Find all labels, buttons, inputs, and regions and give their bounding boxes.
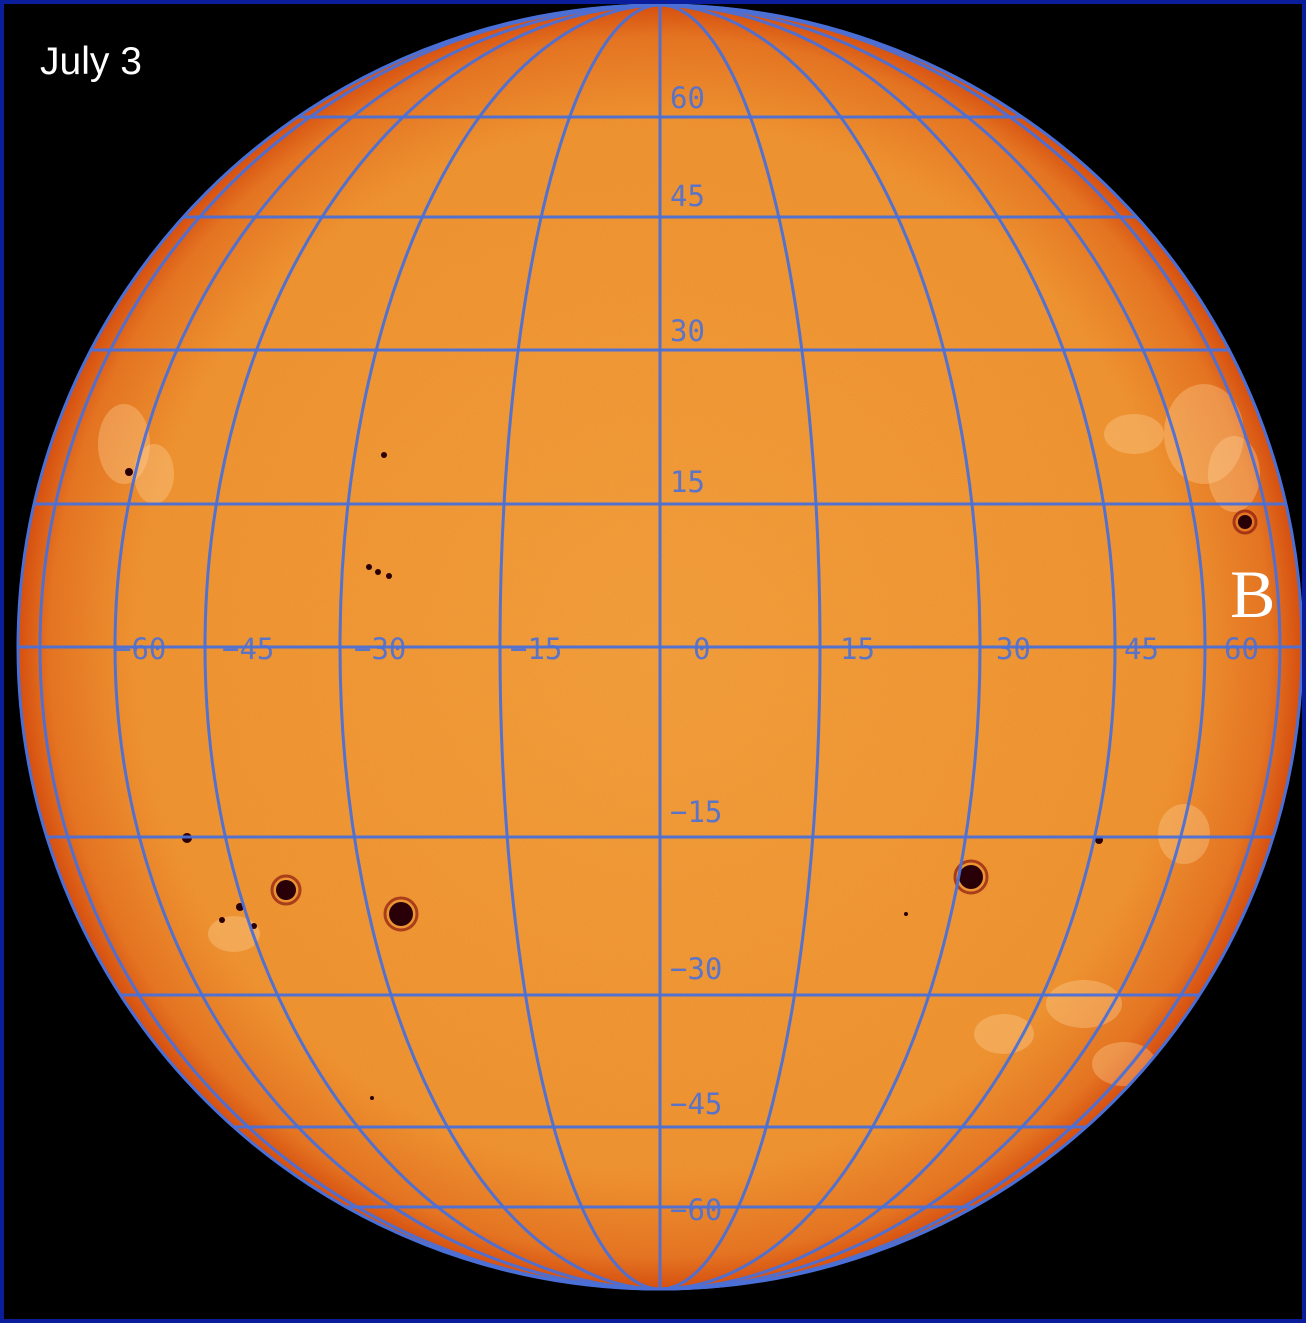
sunspot-4 — [1238, 515, 1252, 529]
latitude-labels: 60 45 30 15 −15 −30 −45 −60 — [670, 81, 722, 1227]
meridian-line-10 — [659, 4, 1207, 1291]
lon-label-15: 15 — [840, 632, 875, 666]
date-label: July 3 — [40, 40, 142, 83]
sunspot-16 — [370, 1096, 374, 1100]
meridian-line-2 — [113, 4, 661, 1291]
lon-label-0: 0 — [693, 632, 710, 666]
lon-label-30: 30 — [996, 632, 1031, 666]
facula-9 — [1158, 804, 1210, 864]
sunspot-13 — [219, 917, 225, 923]
sunspot-penumbra-2 — [383, 896, 419, 932]
lon-label-minus60: −60 — [114, 632, 166, 666]
lon-label-minus30: −30 — [354, 632, 406, 666]
sunspot-penumbra-3 — [953, 859, 989, 895]
sunspot-9 — [366, 564, 372, 570]
disk-limb-outline — [16, 4, 1302, 1291]
facula-8 — [974, 1014, 1034, 1054]
facula-5 — [1104, 414, 1164, 454]
lat-label-45: 45 — [670, 179, 705, 213]
longitude-labels: −60 −45 −30 −15 0 15 30 45 60 — [114, 632, 1259, 666]
lat-label-15: 15 — [670, 465, 705, 499]
solar-disk-image: −60 −45 −30 −15 0 15 30 45 60 60 45 30 1… — [16, 4, 1302, 1291]
sunspot-3 — [959, 865, 983, 889]
lon-label-45: 45 — [1124, 632, 1159, 666]
sunspot-1 — [276, 880, 296, 900]
sunspot-6 — [125, 468, 133, 476]
sunspot-11 — [386, 573, 392, 579]
sunspot-14 — [251, 923, 257, 929]
meridian-line-4 — [338, 4, 661, 1291]
marker-label-b: B — [1230, 556, 1276, 632]
meridian-line-7 — [659, 4, 822, 1291]
facula-3 — [1164, 384, 1244, 484]
lat-label-minus45: −45 — [670, 1087, 722, 1121]
meridian-line-1 — [38, 4, 661, 1291]
lat-label-60: 60 — [670, 81, 705, 115]
meridian-line-3 — [203, 4, 661, 1291]
facula-4 — [1208, 436, 1260, 512]
facula-6 — [1046, 980, 1122, 1028]
sunspot-15 — [904, 912, 908, 916]
sunspot-7 — [381, 452, 387, 458]
lat-label-minus15: −15 — [670, 795, 722, 829]
facula-2 — [134, 444, 174, 504]
sunspot-10 — [375, 569, 381, 575]
facula-10 — [208, 916, 260, 952]
meridian-line-11 — [659, 4, 1282, 1291]
meridian-line-9 — [659, 4, 1117, 1291]
sunspot-penumbra-4 — [1232, 509, 1258, 535]
sunspot-2 — [389, 902, 413, 926]
meridian-line-8 — [659, 4, 982, 1291]
heliographic-grid — [18, 4, 1302, 1291]
sunspot-penumbra-1 — [270, 874, 302, 906]
meridian-line-5 — [498, 4, 661, 1291]
faculae-group — [98, 384, 1260, 1086]
lat-label-minus60: −60 — [670, 1193, 722, 1227]
lon-label-60: 60 — [1224, 632, 1259, 666]
lat-label-minus30: −30 — [670, 952, 722, 986]
lon-label-minus15: −15 — [510, 632, 562, 666]
lat-label-30: 30 — [670, 314, 705, 348]
lon-label-minus45: −45 — [222, 632, 274, 666]
